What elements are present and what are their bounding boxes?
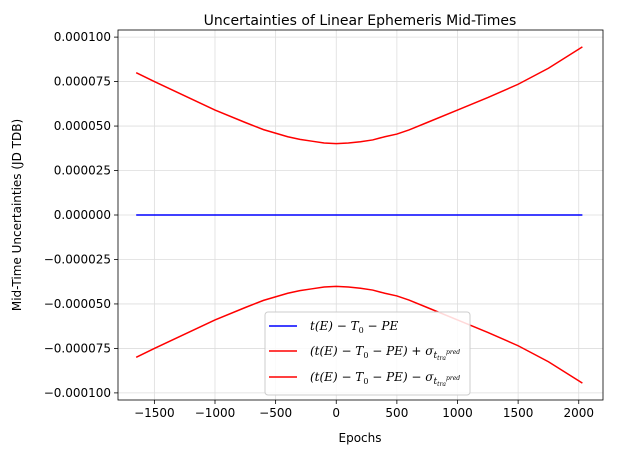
legend-entry-upper: (t(E) − T0 − PE) + σttrapred — [269, 344, 460, 362]
x-axis-label: Epochs — [339, 431, 382, 445]
y-tick-label: 0.000075 — [54, 75, 111, 89]
y-tick-label: 0.000025 — [54, 164, 111, 178]
chart-title: Uncertainties of Linear Ephemeris Mid-Ti… — [204, 13, 517, 29]
x-tick-label: 1000 — [442, 406, 473, 420]
x-tick-label: −1500 — [134, 406, 175, 420]
x-tick-label: −500 — [259, 406, 292, 420]
y-tick-label: 0.000050 — [54, 119, 111, 133]
legend: t(E) − T0 − PE (t(E) − T0 − PE) + σttrapr… — [264, 311, 471, 396]
legend-label: (t(E) − T0 − PE) − σttrapred — [310, 370, 460, 388]
x-tick-label: 2000 — [563, 406, 594, 420]
y-tick-label: −0.000050 — [44, 297, 111, 311]
legend-label: (t(E) − T0 − PE) + σttrapred — [310, 344, 460, 362]
y-tick-label: −0.000075 — [44, 341, 111, 355]
y-axis: 0.000100 0.000075 0.000050 0.000025 0.000000… — [44, 30, 118, 400]
y-tick-label: −0.000100 — [44, 386, 111, 400]
y-tick-label: 0.000100 — [54, 30, 111, 44]
legend-entry-lower: (t(E) − T0 − PE) − σttrapred — [269, 370, 460, 388]
legend-entry-residual: t(E) − T0 − PE — [269, 319, 398, 335]
legend-label: t(E) − T0 − PE — [310, 319, 398, 335]
x-tick-label: 0 — [332, 406, 340, 420]
x-axis: −1500 −1000 −500 0 500 1000 1500 2000 — [134, 400, 594, 420]
x-tick-label: −1000 — [195, 406, 236, 420]
y-tick-label: 0.000000 — [54, 208, 111, 222]
y-tick-label: −0.000025 — [44, 252, 111, 266]
x-tick-label: 1500 — [503, 406, 534, 420]
x-tick-label: 500 — [385, 406, 408, 420]
y-axis-label: Mid-Time Uncertainties (JD TDB) — [10, 119, 24, 311]
upper-bound-line — [135, 46, 583, 145]
legend-box — [264, 311, 471, 396]
